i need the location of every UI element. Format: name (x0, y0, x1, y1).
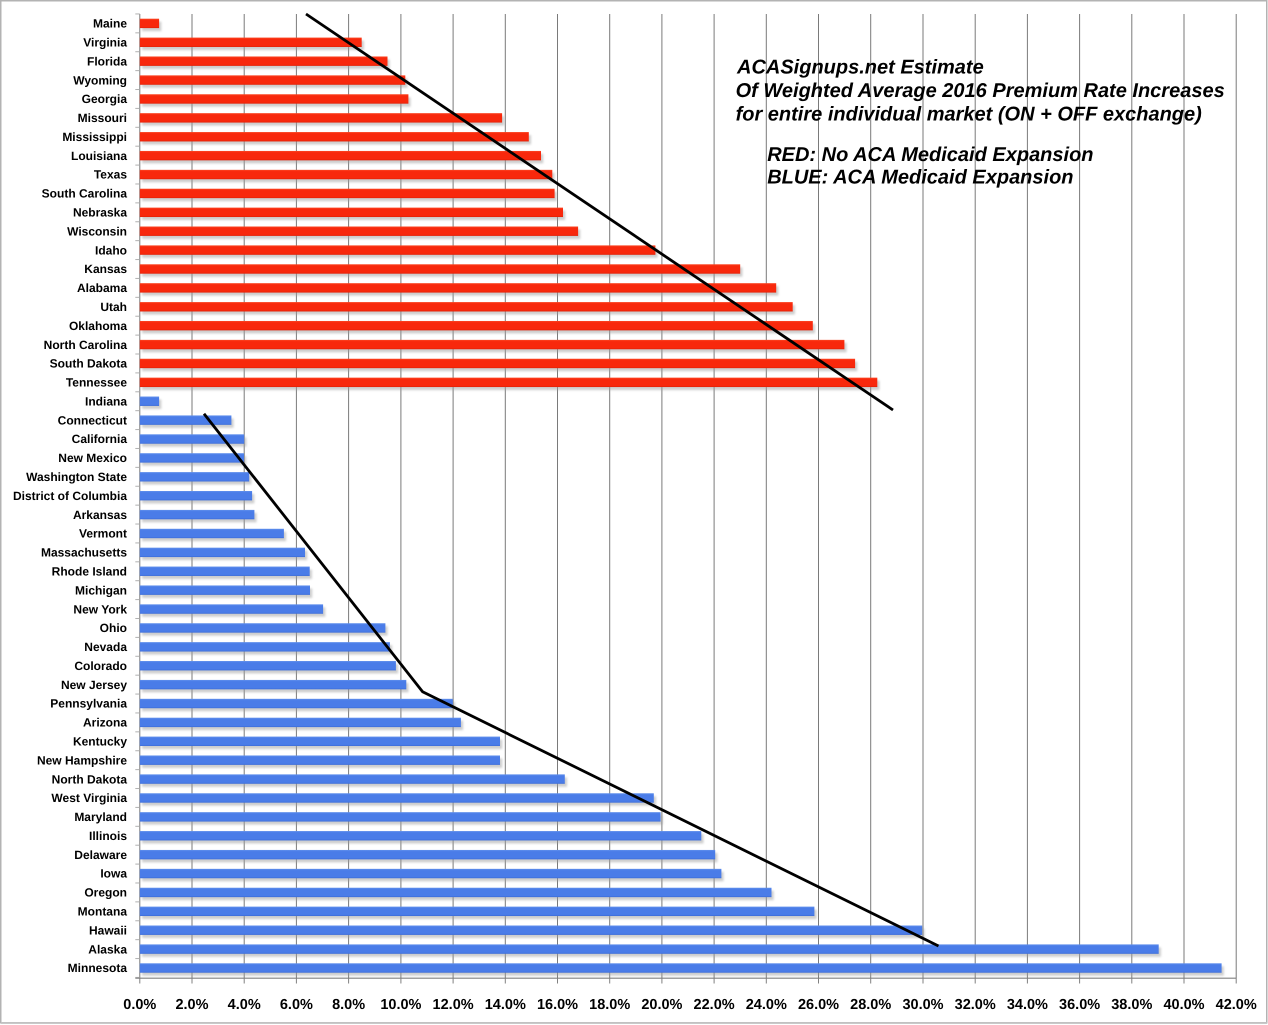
svg-text:New York: New York (73, 602, 127, 616)
svg-text:Kentucky: Kentucky (73, 734, 127, 748)
svg-text:12.0%: 12.0% (433, 997, 474, 1013)
svg-text:2.0%: 2.0% (175, 997, 208, 1013)
svg-text:Alabama: Alabama (77, 281, 127, 295)
svg-text:BLUE: ACA Medicaid Expansion: BLUE: ACA Medicaid Expansion (767, 166, 1073, 188)
svg-text:28.0%: 28.0% (850, 997, 891, 1013)
svg-text:Illinois: Illinois (89, 829, 127, 843)
svg-text:Delaware: Delaware (74, 848, 127, 862)
svg-text:for entire individual market (: for entire individual market (ON + OFF e… (736, 103, 1203, 125)
svg-text:Arizona: Arizona (83, 716, 127, 730)
svg-text:North Carolina: North Carolina (44, 338, 128, 352)
svg-text:Colorado: Colorado (74, 659, 127, 673)
svg-text:Georgia: Georgia (82, 92, 128, 106)
svg-text:0.0%: 0.0% (123, 997, 156, 1013)
svg-text:Utah: Utah (100, 300, 127, 314)
svg-text:18.0%: 18.0% (589, 997, 630, 1013)
svg-text:Ohio: Ohio (100, 621, 127, 635)
svg-text:Virginia: Virginia (83, 35, 127, 49)
svg-text:24.0%: 24.0% (746, 997, 787, 1013)
svg-text:New Hampshire: New Hampshire (37, 753, 127, 767)
svg-text:40.0%: 40.0% (1163, 997, 1204, 1013)
svg-text:6.0%: 6.0% (280, 997, 313, 1013)
svg-text:Connecticut: Connecticut (58, 413, 127, 427)
svg-text:ACASignups.net Estimate: ACASignups.net Estimate (736, 56, 984, 78)
svg-text:Rhode Island: Rhode Island (52, 564, 127, 578)
svg-text:Of Weighted Average 2016 Premi: Of Weighted Average 2016 Premium Rate In… (736, 80, 1225, 102)
svg-text:Oklahoma: Oklahoma (69, 319, 127, 333)
svg-text:Washington State: Washington State (26, 470, 127, 484)
svg-text:14.0%: 14.0% (485, 997, 526, 1013)
svg-text:Missouri: Missouri (78, 111, 127, 125)
svg-text:38.0%: 38.0% (1111, 997, 1152, 1013)
svg-text:Oregon: Oregon (84, 886, 127, 900)
svg-text:Nebraska: Nebraska (73, 206, 127, 220)
svg-text:Maryland: Maryland (74, 810, 127, 824)
svg-text:Kansas: Kansas (84, 262, 127, 276)
svg-text:4.0%: 4.0% (228, 997, 261, 1013)
svg-text:20.0%: 20.0% (641, 997, 682, 1013)
svg-text:Vermont: Vermont (79, 527, 127, 541)
svg-text:36.0%: 36.0% (1059, 997, 1100, 1013)
svg-text:16.0%: 16.0% (537, 997, 578, 1013)
svg-text:South Carolina: South Carolina (42, 187, 128, 201)
svg-text:30.0%: 30.0% (902, 997, 943, 1013)
svg-text:42.0%: 42.0% (1216, 997, 1257, 1013)
svg-text:10.0%: 10.0% (380, 997, 421, 1013)
svg-text:8.0%: 8.0% (332, 997, 365, 1013)
svg-text:Nevada: Nevada (84, 640, 127, 654)
svg-text:Hawaii: Hawaii (89, 923, 127, 937)
svg-text:Michigan: Michigan (75, 583, 127, 597)
svg-text:RED: No ACA Medicaid Expansion: RED: No ACA Medicaid Expansion (767, 144, 1093, 166)
svg-text:New Jersey: New Jersey (61, 678, 127, 692)
svg-text:Arkansas: Arkansas (73, 508, 127, 522)
svg-text:32.0%: 32.0% (955, 997, 996, 1013)
svg-text:Tennessee: Tennessee (66, 376, 127, 390)
svg-text:Massachusetts: Massachusetts (41, 546, 127, 560)
svg-text:34.0%: 34.0% (1007, 997, 1048, 1013)
svg-text:Minnesota: Minnesota (68, 961, 128, 975)
svg-text:California: California (72, 432, 128, 446)
svg-text:North Dakota: North Dakota (52, 772, 128, 786)
svg-text:Pennsylvania: Pennsylvania (50, 697, 127, 711)
svg-text:Wyoming: Wyoming (73, 73, 127, 87)
svg-text:Indiana: Indiana (85, 394, 127, 408)
svg-text:Mississippi: Mississippi (62, 130, 127, 144)
svg-text:Alaska: Alaska (88, 942, 127, 956)
svg-text:Idaho: Idaho (95, 243, 127, 257)
svg-text:West Virginia: West Virginia (51, 791, 127, 805)
svg-text:Louisiana: Louisiana (71, 149, 127, 163)
svg-text:Texas: Texas (94, 168, 127, 182)
svg-text:Florida: Florida (87, 54, 127, 68)
svg-text:Montana: Montana (78, 905, 128, 919)
svg-text:Maine: Maine (93, 17, 127, 31)
svg-text:Wisconsin: Wisconsin (67, 224, 127, 238)
svg-text:New Mexico: New Mexico (58, 451, 127, 465)
svg-text:District of Columbia: District of Columbia (13, 489, 127, 503)
svg-text:26.0%: 26.0% (798, 997, 839, 1013)
svg-text:22.0%: 22.0% (694, 997, 735, 1013)
svg-text:South Dakota: South Dakota (50, 357, 128, 371)
svg-text:Iowa: Iowa (100, 867, 127, 881)
